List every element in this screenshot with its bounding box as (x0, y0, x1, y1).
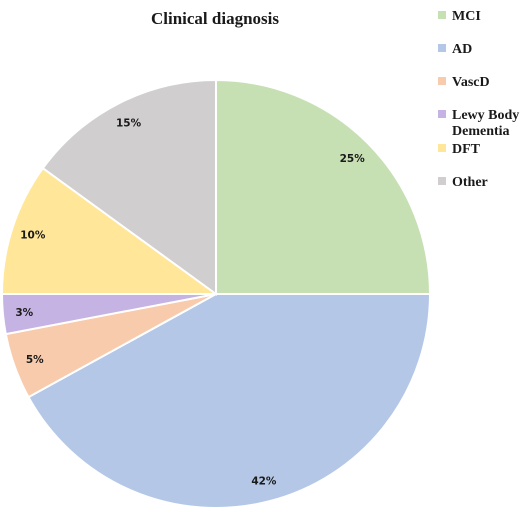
pie-slice-other (41, 78, 217, 296)
data-label-dft: 10% (20, 229, 46, 241)
legend-swatch-lewy-body-dementia (438, 110, 446, 118)
legend: MCI AD VascD Lewy Body Dementia DFT Other (438, 9, 519, 190)
data-label-ad: 42% (251, 476, 277, 488)
data-label-mci: 25% (340, 153, 366, 165)
legend-swatch-vascd (438, 77, 446, 85)
data-label-lewy-body-dementia: 3% (15, 307, 33, 319)
slice-labels: 25% 42% 5% 3% 10% 15% (15, 117, 365, 487)
chart-title: Clinical diagnosis (151, 9, 279, 28)
legend-label-lewy-body-dementia: Lewy Body Dementia (452, 108, 519, 139)
data-label-other: 15% (116, 117, 142, 129)
legend-swatch-dft (438, 144, 446, 152)
legend-label-other: Other (452, 175, 488, 190)
data-label-vascd: 5% (26, 354, 44, 366)
legend-swatch-ad (438, 44, 446, 52)
legend-label-ad: AD (452, 42, 472, 57)
legend-label-vascd: VascD (452, 75, 490, 90)
pie-slice-mci (215, 78, 432, 295)
legend-label-mci: MCI (452, 9, 481, 24)
legend-label-dft: DFT (452, 142, 481, 157)
pie-slice-dft (0, 166, 220, 295)
legend-swatch-other (438, 177, 446, 185)
legend-swatch-mci (438, 11, 446, 19)
pie-slice-ad (27, 293, 432, 509)
pie-slices (0, 78, 432, 509)
